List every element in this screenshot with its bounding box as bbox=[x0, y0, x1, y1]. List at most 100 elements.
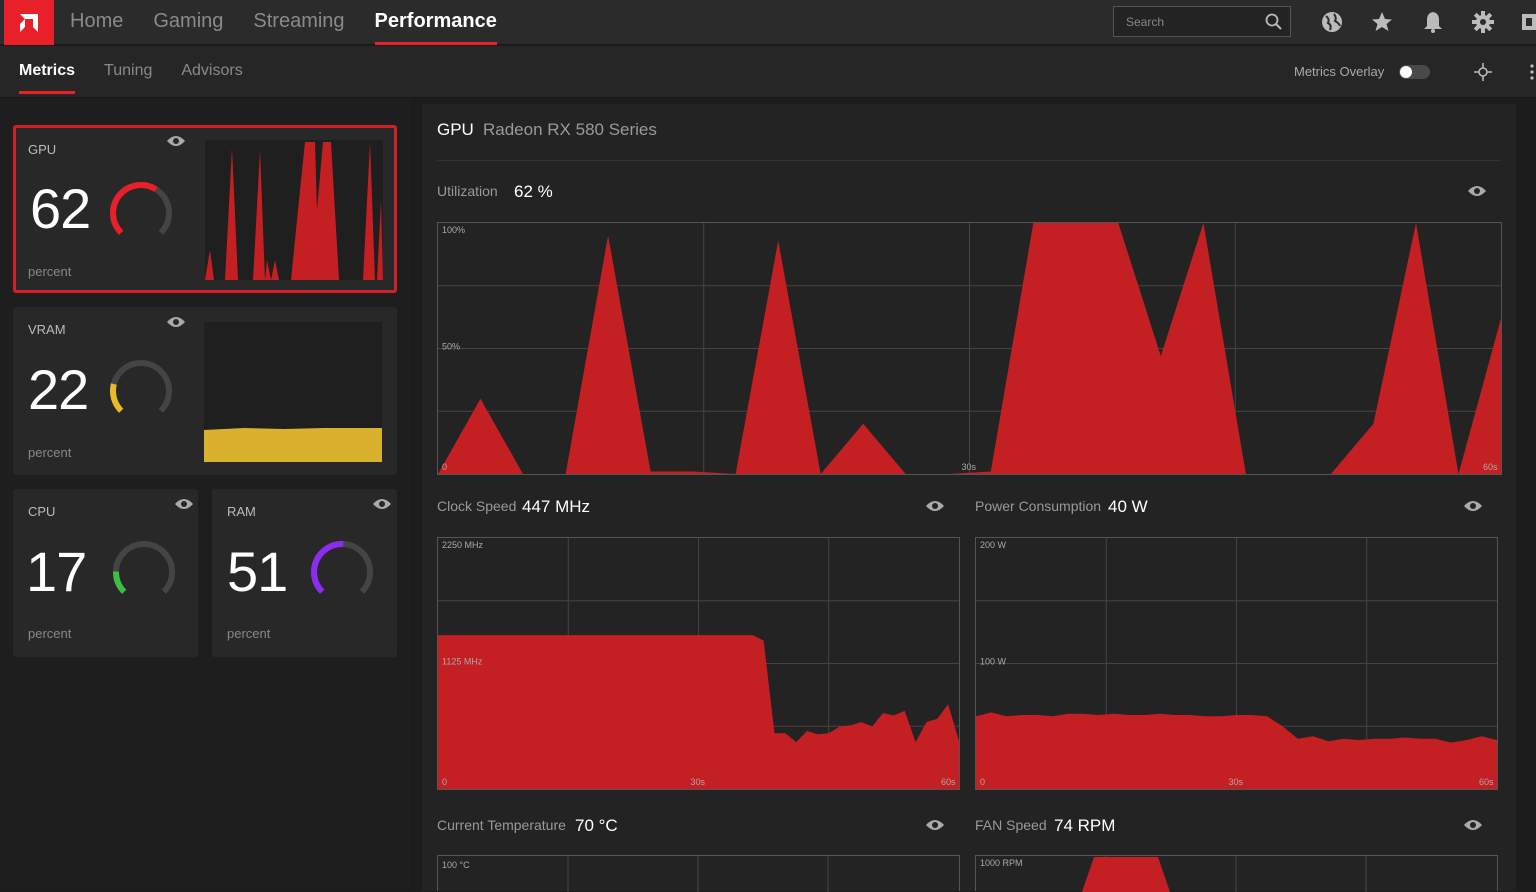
eye-icon[interactable] bbox=[166, 134, 186, 153]
tab-tuning[interactable]: Tuning bbox=[104, 62, 153, 79]
toggle-knob bbox=[1400, 66, 1412, 78]
temperature-label: Current Temperature bbox=[437, 817, 566, 833]
series-area bbox=[438, 223, 1501, 474]
axis-label-zero: 0 bbox=[442, 462, 447, 472]
series-area bbox=[976, 712, 1497, 789]
more-options-icon[interactable] bbox=[1530, 63, 1534, 86]
card-name: RAM bbox=[227, 504, 256, 519]
axis-label-30s: 30s bbox=[962, 462, 977, 472]
fan-speed-value: 74 RPM bbox=[1054, 816, 1116, 835]
sub-nav: Metrics Tuning Advisors bbox=[19, 46, 272, 96]
bell-icon[interactable] bbox=[1421, 10, 1445, 34]
device-name: Radeon RX 580 Series bbox=[483, 120, 657, 139]
search-input[interactable]: Search bbox=[1113, 6, 1291, 37]
axis-label-60s: 60s bbox=[941, 777, 956, 787]
amd-logo-icon[interactable] bbox=[4, 0, 54, 45]
card-unit: percent bbox=[227, 626, 271, 641]
metrics-overlay-label: Metrics Overlay bbox=[1294, 64, 1385, 79]
power-value: 40 W bbox=[1108, 497, 1148, 516]
temp-axis-top: 100 °C bbox=[442, 860, 470, 870]
card-value: 51 bbox=[227, 540, 288, 603]
card-value: 22 bbox=[28, 358, 89, 421]
ram-metric-card[interactable]: RAM 51 percent bbox=[212, 489, 397, 657]
gpu-metric-card[interactable]: GPU 62 percent bbox=[13, 125, 397, 293]
gauge-track bbox=[113, 541, 175, 594]
vram-sparkline bbox=[204, 322, 382, 462]
nav-tab-gaming[interactable]: Gaming bbox=[153, 10, 224, 32]
eye-icon[interactable] bbox=[1463, 818, 1483, 837]
card-name: VRAM bbox=[28, 322, 66, 337]
eye-icon[interactable] bbox=[925, 818, 945, 837]
eye-icon[interactable] bbox=[174, 497, 194, 516]
axis-label-zero: 0 bbox=[980, 777, 985, 787]
gauge-fill bbox=[110, 383, 124, 413]
tab-metrics[interactable]: Metrics bbox=[19, 46, 76, 96]
clock-speed-chart: 2250 MHz 1125 MHz 0 30s 60s bbox=[437, 537, 960, 790]
gauge-track bbox=[110, 360, 172, 413]
vram-metric-card[interactable]: VRAM 22 percent bbox=[13, 307, 397, 475]
eye-icon[interactable] bbox=[166, 315, 186, 334]
metrics-overlay-toggle[interactable] bbox=[1399, 65, 1430, 79]
temperature-chart: 100 °C bbox=[437, 855, 960, 892]
star-icon[interactable] bbox=[1370, 10, 1394, 34]
axis-label-mid: 1125 MHz bbox=[442, 657, 483, 667]
gpu-gauge bbox=[108, 180, 174, 251]
card-unit: percent bbox=[28, 264, 72, 279]
vram-gauge bbox=[108, 358, 174, 429]
axis-label-60s: 60s bbox=[1483, 462, 1498, 472]
cpu-metric-card[interactable]: CPU 17 percent bbox=[13, 489, 198, 657]
axis-label-30s: 30s bbox=[691, 777, 706, 787]
clock-speed-value: 447 MHz bbox=[522, 497, 591, 516]
gpu-sparkline bbox=[205, 140, 383, 280]
axis-label-60s: 60s bbox=[1479, 777, 1494, 787]
profile-icon[interactable] bbox=[1520, 10, 1536, 34]
sub-nav-bar: Metrics Tuning Advisors Metrics Overlay bbox=[0, 46, 1536, 98]
axis-label-30s: 30s bbox=[1229, 777, 1244, 787]
temperature-value: 70 °C bbox=[575, 816, 618, 835]
detail-title: GPU bbox=[437, 120, 474, 139]
axis-label-top: 2250 MHz bbox=[442, 540, 484, 550]
cpu-gauge bbox=[111, 539, 177, 610]
gauge-fill bbox=[113, 571, 127, 594]
nav-tab-home[interactable]: Home bbox=[70, 10, 124, 32]
utilization-value: 62 % bbox=[514, 182, 553, 201]
tab-advisors[interactable]: Advisors bbox=[181, 62, 243, 79]
axis-label-top: 200 W bbox=[980, 540, 1007, 550]
card-name: CPU bbox=[28, 504, 56, 519]
axis-label-zero: 0 bbox=[442, 777, 447, 787]
globe-icon[interactable] bbox=[1320, 10, 1344, 34]
ram-gauge bbox=[309, 539, 375, 610]
power-chart: 200 W 100 W 0 30s 60s bbox=[975, 537, 1498, 790]
card-name: GPU bbox=[28, 142, 57, 157]
axis-label-mid: 100 W bbox=[980, 657, 1007, 667]
axis-label-mid: 50% bbox=[442, 342, 460, 352]
nav-tab-streaming[interactable]: Streaming bbox=[253, 10, 345, 32]
fan-speed-label: FAN Speed bbox=[975, 817, 1047, 833]
main-nav: Home Gaming Streaming Performance bbox=[70, 0, 527, 45]
utilization-label: Utilization bbox=[437, 183, 498, 199]
eye-icon[interactable] bbox=[925, 499, 945, 518]
search-icon[interactable] bbox=[1265, 13, 1282, 35]
card-value: 17 bbox=[26, 540, 87, 603]
eye-icon[interactable] bbox=[1467, 184, 1487, 203]
eye-icon[interactable] bbox=[372, 497, 392, 516]
card-value: 62 bbox=[30, 177, 91, 240]
eye-icon[interactable] bbox=[1463, 499, 1483, 518]
clock-speed-label: Clock Speed bbox=[437, 498, 517, 514]
series-area bbox=[438, 635, 959, 789]
search-placeholder: Search bbox=[1126, 15, 1165, 29]
crosshair-icon[interactable] bbox=[1474, 63, 1492, 86]
utilization-chart: 100% 50% 0 30s 60s bbox=[437, 222, 1502, 475]
fan-speed-chart: 1000 RPM bbox=[975, 855, 1498, 892]
card-unit: percent bbox=[28, 626, 72, 641]
axis-label-top: 100% bbox=[442, 225, 465, 235]
top-bar: Home Gaming Streaming Performance Search bbox=[0, 0, 1536, 45]
nav-tab-performance[interactable]: Performance bbox=[374, 0, 498, 45]
gear-icon[interactable] bbox=[1471, 10, 1495, 34]
power-label: Power Consumption bbox=[975, 498, 1102, 514]
gauge-fill bbox=[311, 541, 344, 594]
fan-axis-top: 1000 RPM bbox=[980, 858, 1023, 868]
card-unit: percent bbox=[28, 445, 72, 460]
gauge-fill bbox=[110, 182, 158, 235]
divider bbox=[437, 160, 1501, 161]
